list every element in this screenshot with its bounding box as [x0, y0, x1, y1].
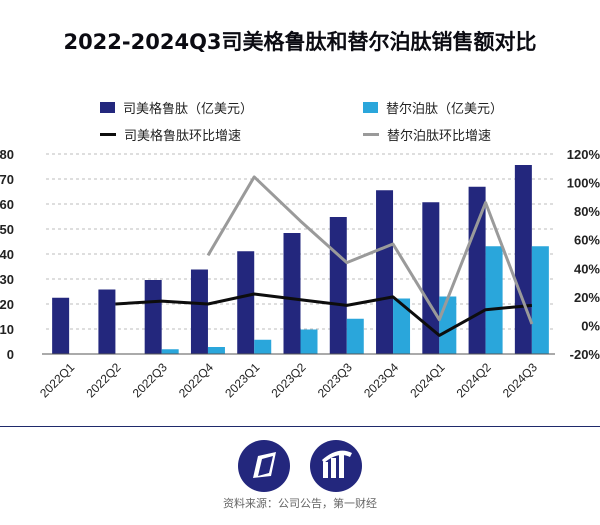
y-right-tick-label: 80%	[574, 204, 600, 219]
legend-label-sema-sales: 司美格鲁肽（亿美元）	[123, 101, 254, 116]
y-left-tick-label: 80	[0, 147, 14, 162]
bar-sema	[514, 165, 532, 354]
y-right-tick-label: 120%	[567, 147, 600, 162]
logo-icon-right	[310, 440, 362, 492]
y-left-tick-label: 50	[0, 222, 14, 237]
y-left-tick-label: 20	[0, 297, 14, 312]
legend-line-tirz-growth	[363, 133, 379, 136]
y-right-tick-label: 100%	[567, 176, 600, 191]
x-tick-label: 2024Q3	[500, 360, 540, 400]
legend-label-tirz-sales: 替尔泊肽（亿美元）	[386, 101, 504, 116]
bar-sema	[52, 297, 70, 354]
legend-line-sema-growth	[100, 133, 116, 136]
y-right-tick-label: 40%	[574, 261, 600, 276]
x-tick-label: 2023Q3	[315, 360, 355, 400]
y-left-tick-label: 0	[7, 347, 14, 362]
y-right-tick-label: 0%	[581, 318, 600, 333]
bar-sema	[98, 289, 116, 354]
legend-swatch-tirz	[363, 102, 378, 113]
y-left-tick-label: 30	[0, 272, 14, 287]
legend-label-tirz-growth: 替尔泊肽环比增速	[387, 128, 492, 143]
y-right-tick-label: 20%	[574, 290, 600, 305]
legend-item-sema-growth: 司美格鲁肽环比增速	[100, 125, 241, 144]
bar-tirz	[531, 246, 549, 354]
bar-tirz	[485, 246, 503, 354]
y-left-tick-label: 40	[0, 247, 14, 262]
y-left-tick-label: 70	[0, 172, 14, 187]
bar-tirz	[393, 298, 411, 354]
x-tick-label: 2022Q2	[83, 360, 123, 400]
y-right-tick-label: 60%	[574, 233, 600, 248]
legend-item-tirz-growth: 替尔泊肽环比增速	[363, 125, 491, 144]
bar-tirz	[161, 349, 179, 354]
sales-chart: 0 10 20 30 40 50 60 70 80 -20% 0% 20% 40% 60% 80% 100% 1…	[0, 147, 600, 400]
x-tick-label: 2022Q4	[176, 360, 216, 400]
x-tick-label: 2022Q1	[37, 360, 77, 400]
x-tick-label: 2024Q2	[454, 360, 494, 400]
y-left-tick-label: 10	[0, 322, 14, 337]
x-tick-label: 2023Q2	[269, 360, 309, 400]
bar-tirz	[300, 329, 318, 354]
bar-sema	[283, 233, 301, 354]
bar-tirz	[254, 339, 272, 354]
bar-sema	[190, 269, 208, 354]
x-tick-label: 2024Q1	[407, 360, 447, 400]
bar-sema	[422, 202, 440, 354]
bar-sema	[144, 280, 162, 354]
source-note: 资料来源：公司公告，第一财经	[223, 498, 377, 510]
bar-sema	[329, 217, 347, 354]
bar-sema	[376, 190, 394, 354]
bar-tirz	[346, 318, 364, 354]
bar-tirz	[207, 347, 225, 354]
x-tick-label: 2022Q3	[130, 360, 170, 400]
legend-label-sema-growth: 司美格鲁肽环比增速	[124, 128, 242, 143]
x-tick-label: 2023Q1	[222, 360, 262, 400]
line-tirz-growth	[206, 175, 534, 325]
x-tick-label: 2023Q4	[361, 360, 401, 400]
y-left-tick-label: 60	[0, 197, 14, 212]
footer-divider	[0, 426, 600, 427]
legend-item-sema-sales: 司美格鲁肽（亿美元）	[100, 98, 253, 117]
bar-tirz	[439, 296, 457, 354]
logo-icon-left	[238, 440, 290, 492]
chart-title: 2022-2024Q3司美格鲁肽和替尔泊肽销售额对比	[63, 30, 537, 54]
line-sema-growth	[115, 292, 533, 337]
legend-swatch-sema	[100, 102, 115, 113]
legend-item-tirz-sales: 替尔泊肽（亿美元）	[363, 98, 503, 117]
bar-sema	[237, 251, 255, 354]
y-right-tick-label: -20%	[570, 347, 600, 362]
